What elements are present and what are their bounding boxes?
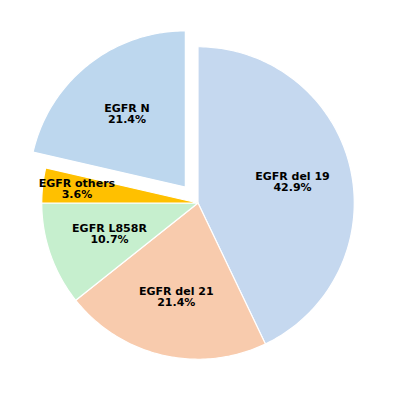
svg-text:EGFR others3.6%: EGFR others3.6% [39, 177, 116, 201]
svg-text:EGFR del 2121.4%: EGFR del 2121.4% [139, 285, 214, 309]
svg-text:EGFR L858R10.7%: EGFR L858R10.7% [72, 222, 147, 246]
svg-text:EGFR N21.4%: EGFR N21.4% [104, 102, 150, 126]
svg-text:EGFR del 1942.9%: EGFR del 1942.9% [255, 170, 330, 194]
